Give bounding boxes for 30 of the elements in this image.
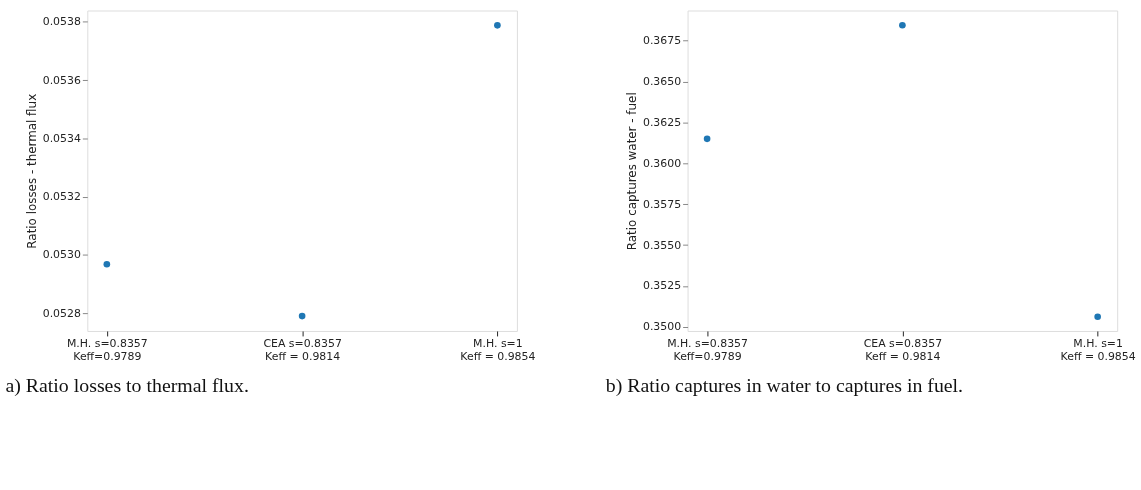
point: [1094, 313, 1101, 321]
y-tick-label: 0.3625: [642, 115, 682, 129]
y-tick-label: 0.3550: [642, 238, 682, 252]
y-tick-label: 0.0536: [42, 73, 81, 87]
y-tick-label: 0.3525: [642, 279, 682, 293]
x-tick-label: M.H. s=1 Keff = 0.9854: [1060, 337, 1136, 364]
y-axis-title: Ratio losses - thermal flux: [24, 93, 39, 249]
y-tick-label: 0.3675: [642, 34, 682, 48]
point: [103, 260, 111, 268]
text: b) Ratio captures in water to captures in fuel.: [605, 373, 964, 397]
point: [703, 135, 711, 143]
point: [298, 312, 306, 320]
text: a) Ratio losses to thermal flux.: [5, 373, 249, 397]
point: [494, 22, 501, 29]
y-tick-label: 0.0528: [42, 306, 81, 320]
y-tick-label: 0.0530: [42, 248, 81, 262]
x-tick-label: CEA s=0.8357 Keff = 0.9814: [263, 337, 342, 364]
y-tick-label: 0.3600: [642, 156, 682, 170]
point: [899, 21, 906, 29]
y-tick-label: 0.0538: [42, 15, 81, 29]
y-tick-label: 0.3500: [642, 320, 682, 334]
y-tick-label: 0.0532: [42, 190, 81, 204]
y-tick-label: 0.3650: [642, 75, 682, 89]
x-tick-label: CEA s=0.8357 Keff = 0.9814: [863, 337, 943, 364]
x-tick-label: M.H. s=1 Keff = 0.9854: [460, 337, 536, 364]
x-tick-label: M.H. s=0.8357 Keff=0.9789: [66, 337, 148, 364]
y-tick-label: 0.3575: [642, 197, 682, 211]
y-tick-label: 0.0534: [42, 131, 81, 145]
y-axis-title: Ratio captures water - fuel: [624, 92, 639, 251]
x-tick-label: M.H. s=0.8357 Keff=0.9789: [667, 337, 749, 364]
